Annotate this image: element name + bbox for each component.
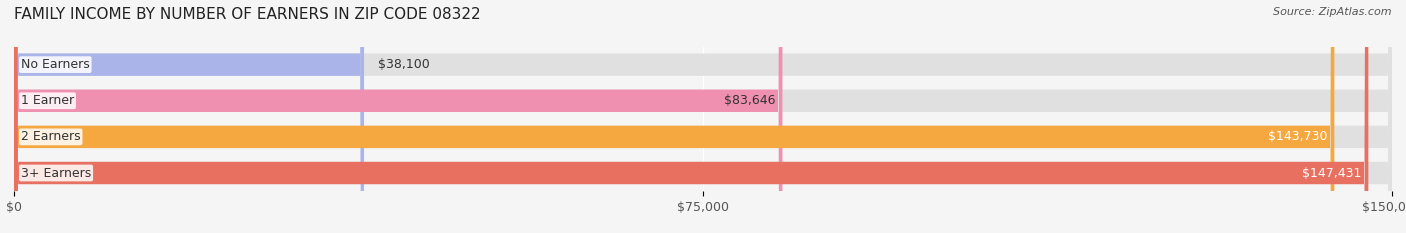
Text: Source: ZipAtlas.com: Source: ZipAtlas.com <box>1274 7 1392 17</box>
FancyBboxPatch shape <box>14 0 1334 233</box>
Text: FAMILY INCOME BY NUMBER OF EARNERS IN ZIP CODE 08322: FAMILY INCOME BY NUMBER OF EARNERS IN ZI… <box>14 7 481 22</box>
FancyBboxPatch shape <box>14 0 1368 233</box>
Text: $143,730: $143,730 <box>1268 130 1327 143</box>
Text: 1 Earner: 1 Earner <box>21 94 75 107</box>
Text: 3+ Earners: 3+ Earners <box>21 167 91 179</box>
Text: No Earners: No Earners <box>21 58 90 71</box>
FancyBboxPatch shape <box>14 0 1392 233</box>
Text: $38,100: $38,100 <box>378 58 430 71</box>
FancyBboxPatch shape <box>14 0 782 233</box>
Text: $83,646: $83,646 <box>724 94 776 107</box>
FancyBboxPatch shape <box>14 0 364 233</box>
FancyBboxPatch shape <box>14 0 1392 233</box>
Text: $147,431: $147,431 <box>1302 167 1361 179</box>
FancyBboxPatch shape <box>14 0 1392 233</box>
Text: 2 Earners: 2 Earners <box>21 130 80 143</box>
FancyBboxPatch shape <box>14 0 1392 233</box>
